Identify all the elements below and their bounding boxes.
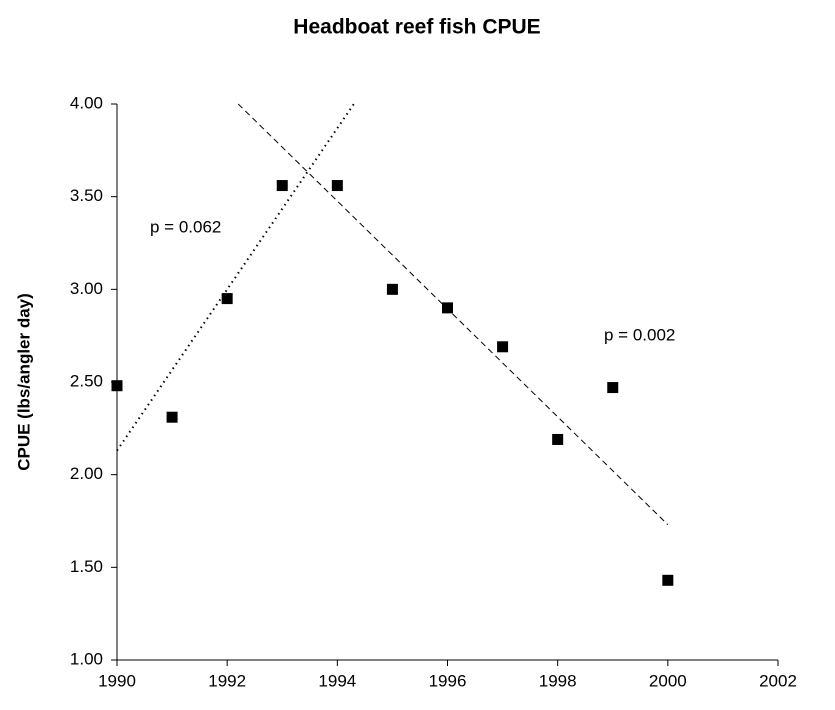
data-point	[276, 180, 288, 192]
trend-line	[237, 103, 669, 526]
data-point	[166, 411, 178, 423]
annotation: p = 0.002	[604, 325, 675, 344]
y-tick-label: 1.00	[70, 649, 103, 668]
trend-line	[116, 103, 355, 452]
data-point	[386, 283, 398, 295]
y-tick-label: 3.00	[70, 279, 103, 298]
x-tick-label: 2000	[649, 671, 687, 690]
data-point	[221, 293, 233, 305]
y-tick-label: 2.50	[70, 371, 103, 390]
annotation: p = 0.062	[150, 217, 221, 236]
data-point	[552, 433, 564, 445]
x-tick-label: 1990	[98, 671, 136, 690]
y-tick-label: 3.50	[70, 186, 103, 205]
y-tick-label: 2.00	[70, 464, 103, 483]
chart-title: Headboat reef fish CPUE	[293, 16, 540, 39]
y-tick-label: 4.00	[70, 93, 103, 112]
data-point	[662, 574, 674, 586]
x-tick-label: 1996	[429, 671, 467, 690]
data-point	[442, 302, 453, 314]
data-point	[607, 382, 619, 394]
y-tick-label: 1.50	[70, 557, 103, 576]
x-tick-label: 2002	[759, 671, 797, 690]
data-point	[111, 380, 123, 392]
data-point	[331, 180, 343, 192]
data-point	[497, 341, 509, 353]
x-tick-label: 1992	[208, 671, 246, 690]
x-tick-label: 1994	[318, 671, 356, 690]
y-axis-label: CPUE (lbs/angler day)	[14, 293, 33, 471]
x-tick-label: 1998	[539, 671, 577, 690]
